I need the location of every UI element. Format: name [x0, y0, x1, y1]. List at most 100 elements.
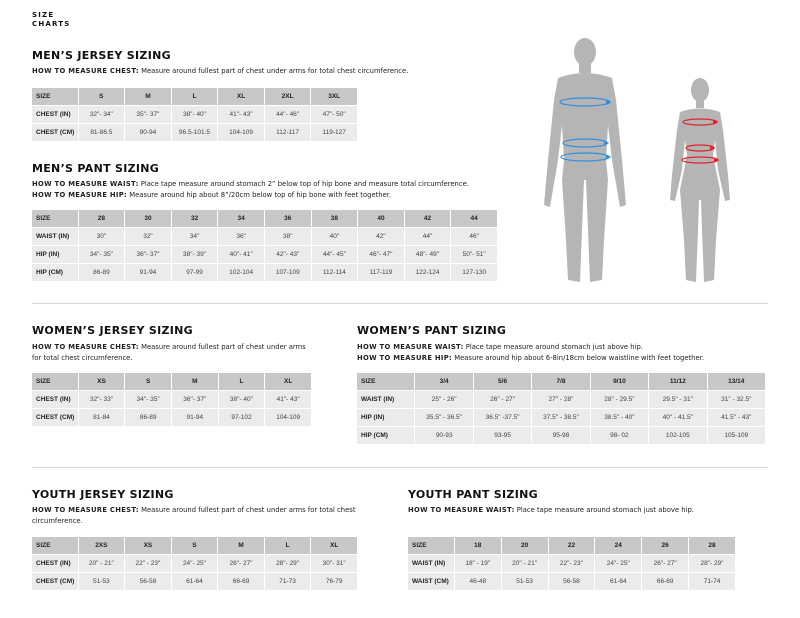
table-cell: 71-74 [689, 573, 735, 591]
table-cell: 46"- 47" [358, 246, 404, 264]
instruction-line: HOW TO MEASURE CHEST: Measure around ful… [32, 505, 362, 527]
table-cell: 91-94 [125, 264, 171, 282]
womens-pant-title: WOMEN’S PANT SIZING [357, 324, 507, 337]
table-cell: 13/14 [707, 373, 765, 391]
table-row: CHEST (IN) 32"- 33" 34"- 35" 36"- 37" 38"- 4… [32, 391, 311, 409]
table-cell: 38.5" - 40" [590, 409, 649, 427]
table-cell: M [125, 88, 171, 106]
row-label: CHEST (IN) [32, 391, 78, 409]
row-label: SIZE [408, 537, 454, 555]
table-row: WAIST (IN) 30" 32" 34" 36" 38" 40" 42" 44" 46" [32, 228, 497, 246]
table-cell: 30"- 31" [311, 555, 357, 573]
table-cell: 36"- 37" [171, 391, 218, 409]
table-cell: 102-105 [649, 427, 707, 445]
table-cell: 112-117 [264, 124, 311, 142]
row-label: CHEST (CM) [32, 124, 78, 142]
table-cell: 22 [548, 537, 595, 555]
table-cell: 36 [264, 210, 311, 228]
table-cell: 26"- 27" [642, 555, 689, 573]
table-cell: 46-48 [454, 573, 501, 591]
table-cell: 91-94 [171, 409, 218, 427]
table-cell: 26 [642, 537, 689, 555]
table-cell: 28 [78, 210, 125, 228]
instruction-text: Measure around hip about 8”/20cm below t… [127, 191, 392, 199]
table-cell: 44"- 45" [311, 246, 358, 264]
row-label: WAIST (CM) [408, 573, 454, 591]
mens-jersey-table: SIZE S M L XL 2XL 3XL CHEST (IN) 32"- 34" 35"- 37… [31, 88, 358, 142]
table-cell: 41"- 43" [218, 106, 264, 124]
youth-jersey-table: SIZE 2XS XS S M L XL CHEST (IN) 20" - 21" 22" - 2… [31, 537, 358, 591]
youth-jersey-instructions: HOW TO MEASURE CHEST: Measure around ful… [32, 505, 362, 527]
table-cell: L [218, 373, 265, 391]
table-cell: L [171, 88, 218, 106]
table-cell: 104-109 [265, 409, 311, 427]
mens-pant-instructions: HOW TO MEASURE WAIST: Place tape measure… [32, 179, 552, 201]
body-measurement-figures [544, 38, 730, 282]
row-label: WAIST (IN) [408, 555, 454, 573]
table-cell: 93-95 [473, 427, 532, 445]
row-label: SIZE [32, 373, 78, 391]
table-cell: 20" - 21" [78, 555, 125, 573]
table-cell: 76-79 [311, 573, 357, 591]
table-cell: 20" - 21" [501, 555, 548, 573]
table-row: WAIST (CM) 46-48 51-53 56-58 61-64 66-69 71-74 [408, 573, 735, 591]
table-cell: 28" - 29.5" [590, 391, 649, 409]
instruction-label: HOW TO MEASURE WAIST: [408, 506, 515, 514]
table-cell: 28 [689, 537, 735, 555]
table-cell: 37.5" - 38.5" [532, 409, 590, 427]
instruction-label: HOW TO MEASURE HIP: [32, 191, 128, 199]
table-cell: 38"- 39" [171, 246, 218, 264]
womens-jersey-title: WOMEN’S JERSEY SIZING [32, 324, 194, 337]
table-cell: 38 [311, 210, 358, 228]
table-cell: XL [311, 537, 357, 555]
table-cell: 50"- 51" [451, 246, 497, 264]
table-cell: 27" - 28" [532, 391, 590, 409]
table-cell: 81-86.5 [78, 124, 125, 142]
instruction-label: HOW TO MEASURE CHEST: [32, 506, 139, 514]
row-label: HIP (IN) [357, 409, 415, 427]
table-cell: 61-64 [595, 573, 642, 591]
row-label: CHEST (IN) [32, 106, 78, 124]
instruction-text: Measure around hip about 6-8in/18cm belo… [452, 354, 705, 362]
table-cell: 98- 02 [590, 427, 649, 445]
table-cell: 81-84 [78, 409, 125, 427]
table-header-row: SIZE 28 30 32 34 36 38 40 42 44 [32, 210, 497, 228]
table-cell: M [218, 537, 264, 555]
table-row: HIP (IN) 34"- 35" 36"- 37" 38"- 39" 40"- 41"… [32, 246, 497, 264]
table-header-row: SIZE 2XS XS S M L XL [32, 537, 357, 555]
table-cell: 26"- 27" [218, 555, 264, 573]
table-cell: 41"- 43" [265, 391, 311, 409]
table-cell: 51-53 [78, 573, 125, 591]
table-cell: 25" - 26" [415, 391, 473, 409]
table-cell: 90-93 [415, 427, 473, 445]
table-cell: 36" [218, 228, 264, 246]
womens-jersey-table: SIZE XS S M L XL CHEST (IN) 32"- 33" 34"- 35" 36"… [31, 373, 312, 427]
row-label: CHEST (CM) [32, 409, 78, 427]
table-cell: 30 [125, 210, 171, 228]
table-cell: 35.5" - 36.5" [415, 409, 473, 427]
table-cell: 40"- 41" [218, 246, 264, 264]
table-cell: 34"- 35" [125, 391, 171, 409]
table-cell: 32 [171, 210, 218, 228]
table-cell: 20 [501, 537, 548, 555]
table-cell: 3XL [311, 88, 357, 106]
row-label: WAIST (IN) [357, 391, 415, 409]
table-cell: 51-53 [501, 573, 548, 591]
table-cell: 34" [171, 228, 218, 246]
table-header-row: SIZE 3/4 5/6 7/8 9/10 11/12 13/14 [357, 373, 765, 391]
table-cell: 71-73 [264, 573, 311, 591]
instruction-label: HOW TO MEASURE HIP: [357, 354, 453, 362]
table-cell: 95-98 [532, 427, 590, 445]
womens-jersey-instructions: HOW TO MEASURE CHEST: Measure around ful… [32, 342, 312, 364]
youth-pant-table: SIZE 18 20 22 24 26 28 WAIST (IN) 18" - 19" 20" -… [407, 537, 736, 591]
table-header-row: SIZE 18 20 22 24 26 28 [408, 537, 735, 555]
table-cell: 2XS [78, 537, 125, 555]
instruction-text: Measure around fullest part of chest und… [32, 343, 306, 362]
table-cell: 36"- 37" [125, 246, 171, 264]
instruction-label: HOW TO MEASURE CHEST: [32, 343, 139, 351]
table-cell: 104-109 [218, 124, 264, 142]
table-cell: 7/8 [532, 373, 590, 391]
instruction-line: HOW TO MEASURE HIP: Measure around hip a… [357, 353, 777, 364]
table-header-row: SIZE XS S M L XL [32, 373, 311, 391]
table-cell: 24"- 25" [171, 555, 218, 573]
